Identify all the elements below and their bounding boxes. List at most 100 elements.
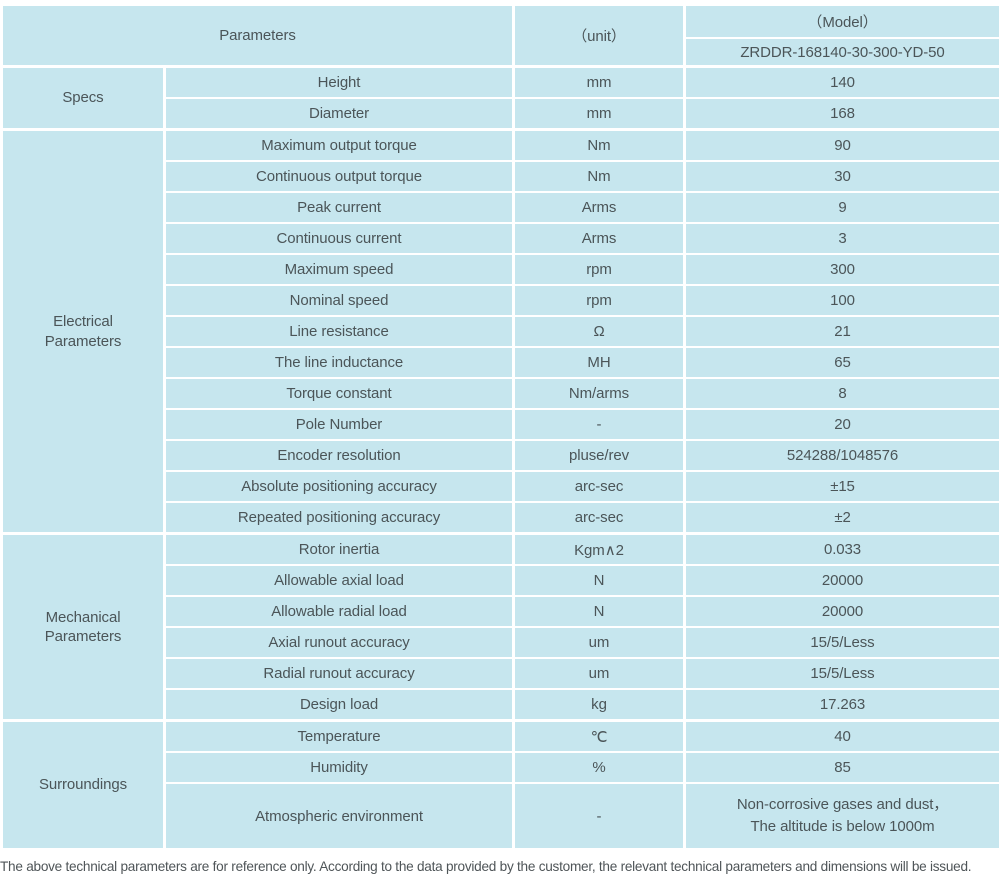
param-name-cell: Height: [163, 65, 515, 99]
value-cell: 30: [683, 160, 999, 193]
table-row: Specs Height mm 140: [0, 65, 999, 131]
unit-cell: Arms: [512, 191, 686, 224]
value-cell: 20: [683, 408, 999, 441]
unit-cell: Arms: [512, 222, 686, 255]
category-cell-specs: Specs: [0, 65, 166, 131]
value-cell: 21: [683, 315, 999, 348]
value-cell: 85: [683, 751, 999, 784]
model-column-header: （Model）: [683, 4, 999, 39]
table-row: Allowable radial load N 20000: [2, 595, 999, 628]
value-cell: 15/5/Less: [683, 626, 999, 659]
category-cell-electrical: Electrical Parameters: [0, 128, 166, 535]
unit-cell: N: [512, 564, 686, 597]
value-cell: 20000: [683, 564, 999, 597]
table-row: Nominal speed rpm 100: [2, 284, 999, 317]
table-row: Humidity % 85: [2, 751, 999, 784]
table-row: Maximum speed rpm 300: [2, 253, 999, 286]
param-name-cell: Nominal speed: [163, 284, 515, 317]
value-cell: 9: [683, 191, 999, 224]
table-row: Axial runout accuracy um 15/5/Less: [2, 626, 999, 659]
param-name-cell: Allowable axial load: [163, 564, 515, 597]
param-name-cell: Atmospheric environment: [163, 782, 515, 850]
value-cell: 65: [683, 346, 999, 379]
param-name-cell: Line resistance: [163, 315, 515, 348]
value-cell: 15/5/Less: [683, 657, 999, 690]
reference-note: The above technical parameters are for r…: [0, 859, 972, 874]
unit-cell: rpm: [512, 253, 686, 286]
category-cell-surroundings: Surroundings: [0, 719, 166, 850]
unit-cell: um: [512, 657, 686, 690]
table-row: Atmospheric environment - Non-corrosive …: [2, 782, 999, 850]
param-name-cell: Repeated positioning accuracy: [163, 501, 515, 535]
table-header-row: ZRDDR-168140-30-300-YD-50: [2, 37, 999, 68]
table-row: Continuous current Arms 3: [2, 222, 999, 255]
table-row: Surroundings Temperature ℃ 40: [0, 719, 999, 850]
table-row: Encoder resolution pluse/rev 524288/1048…: [2, 439, 999, 472]
value-cell: 20000: [683, 595, 999, 628]
table-row: Continuous output torque Nm 30: [2, 160, 999, 193]
param-name-cell: Radial runout accuracy: [163, 657, 515, 690]
unit-cell: N: [512, 595, 686, 628]
param-name-cell: Maximum output torque: [163, 128, 515, 162]
value-cell: Non-corrosive gases and dust， The altitu…: [683, 782, 999, 850]
unit-cell: pluse/rev: [512, 439, 686, 472]
table-row: Repeated positioning accuracy arc-sec ±2: [2, 501, 999, 535]
unit-cell: Nm/arms: [512, 377, 686, 410]
unit-cell: kg: [512, 688, 686, 722]
table-row: Peak current Arms 9: [2, 191, 999, 224]
param-name-cell: The line inductance: [163, 346, 515, 379]
value-cell: 3: [683, 222, 999, 255]
value-cell: 100: [683, 284, 999, 317]
unit-cell: Kgm∧2: [512, 532, 686, 566]
table-row: Pole Number - 20: [2, 408, 999, 441]
unit-cell: arc-sec: [512, 470, 686, 503]
table-header-row: Parameters （unit） （Model）: [0, 4, 999, 68]
unit-cell: Ω: [512, 315, 686, 348]
value-cell: 140: [683, 65, 999, 99]
table-row: Diameter mm 168: [2, 97, 999, 131]
value-cell: 17.263: [683, 688, 999, 722]
unit-cell: Nm: [512, 160, 686, 193]
model-number: ZRDDR-168140-30-300-YD-50: [683, 37, 999, 68]
unit-column-header: （unit）: [512, 4, 686, 68]
unit-cell: mm: [512, 97, 686, 131]
table-row: The line inductance MH 65: [2, 346, 999, 379]
value-cell: 168: [683, 97, 999, 131]
value-cell: 40: [683, 719, 999, 753]
table-row: Electrical Parameters Maximum output tor…: [0, 128, 999, 535]
table-row: Line resistance Ω 21: [2, 315, 999, 348]
param-name-cell: Rotor inertia: [163, 532, 515, 566]
value-cell: ±15: [683, 470, 999, 503]
table-row: Radial runout accuracy um 15/5/Less: [2, 657, 999, 690]
table-row: Design load kg 17.263: [2, 688, 999, 722]
param-name-cell: Peak current: [163, 191, 515, 224]
param-name-cell: Encoder resolution: [163, 439, 515, 472]
table-row: Allowable axial load N 20000: [2, 564, 999, 597]
parameters-column-header: Parameters: [0, 4, 515, 68]
param-name-cell: Continuous current: [163, 222, 515, 255]
param-name-cell: Absolute positioning accuracy: [163, 470, 515, 503]
unit-cell: ℃: [512, 719, 686, 753]
param-name-cell: Temperature: [163, 719, 515, 753]
param-name-cell: Diameter: [163, 97, 515, 131]
table-row: Absolute positioning accuracy arc-sec ±1…: [2, 470, 999, 503]
motor-spec-table: Parameters （unit） （Model） ZRDDR-168140-3…: [0, 4, 999, 850]
unit-cell: arc-sec: [512, 501, 686, 535]
param-name-cell: Allowable radial load: [163, 595, 515, 628]
unit-cell: MH: [512, 346, 686, 379]
unit-cell: Nm: [512, 128, 686, 162]
param-name-cell: Maximum speed: [163, 253, 515, 286]
table-row: Mechanical Parameters Rotor inertia Kgm∧…: [0, 532, 999, 722]
category-cell-mechanical: Mechanical Parameters: [0, 532, 166, 722]
unit-cell: %: [512, 751, 686, 784]
param-name-cell: Axial runout accuracy: [163, 626, 515, 659]
unit-cell: rpm: [512, 284, 686, 317]
param-name-cell: Torque constant: [163, 377, 515, 410]
param-name-cell: Continuous output torque: [163, 160, 515, 193]
value-cell: 524288/1048576: [683, 439, 999, 472]
unit-cell: mm: [512, 65, 686, 99]
value-cell: 0.033: [683, 532, 999, 566]
unit-cell: -: [512, 408, 686, 441]
value-cell: 300: [683, 253, 999, 286]
